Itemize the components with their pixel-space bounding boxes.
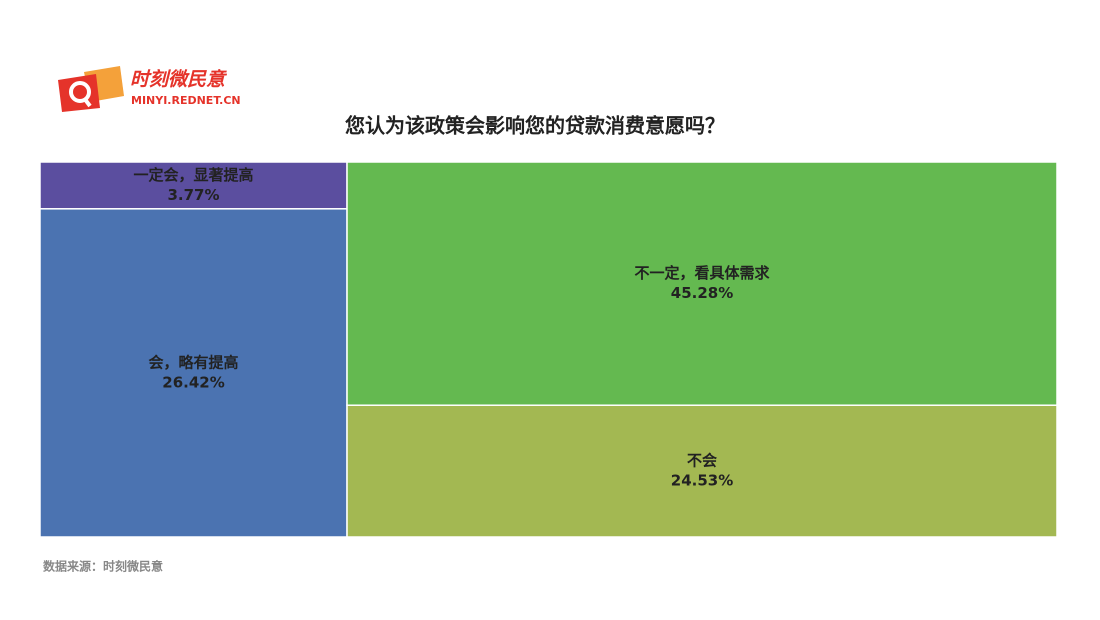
- treemap-cell: [346, 404, 1058, 538]
- source: 数据来源：时刻微民意: [43, 559, 163, 574]
- chart-title: 您认为该政策会影响您的贷款消费意愿吗？: [345, 114, 725, 138]
- cell-label: 会，略有提高: [149, 353, 239, 371]
- treemap: 一定会，显著提高 3.77% 会，略有提高 26.42% 不一定，看具体需求 45.28%…: [39, 161, 1058, 538]
- cell-value: 3.77%: [167, 186, 219, 204]
- treemap-cell: [346, 161, 1058, 406]
- cell-value: 45.28%: [671, 284, 733, 302]
- cell-value: 26.42%: [162, 373, 224, 391]
- logo-icon: [58, 66, 124, 112]
- logo-url: MINYI.REDNET.CN: [131, 94, 241, 107]
- logo-name: 时刻微民意: [130, 69, 228, 91]
- cell-label: 一定会，显著提高: [134, 166, 254, 184]
- cell-label: 不会: [687, 452, 717, 470]
- cell-label: 不一定，看具体需求: [635, 264, 771, 282]
- treemap-cell: [39, 161, 348, 210]
- cell-value: 24.53%: [671, 472, 733, 490]
- treemap-cell: [39, 208, 348, 538]
